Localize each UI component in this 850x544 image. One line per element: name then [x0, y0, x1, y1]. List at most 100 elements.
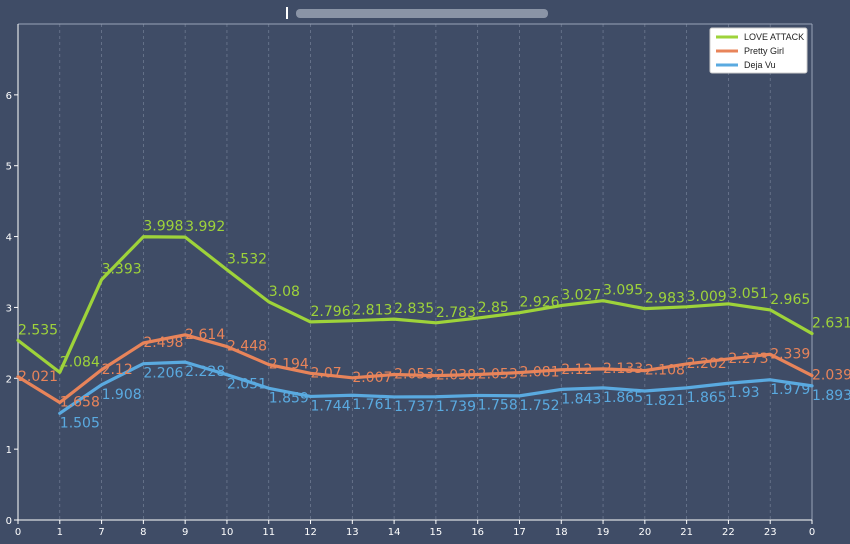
- x-tick-label: 10: [221, 527, 234, 538]
- y-tick-label: 1: [6, 445, 12, 456]
- series-line-love-attack: [16, 235, 814, 374]
- data-label: 2.206: [143, 366, 183, 382]
- data-label: 2.783: [436, 305, 476, 321]
- x-tick-label: 7: [98, 527, 104, 538]
- data-label: 1.758: [478, 397, 518, 413]
- data-label: 3.532: [227, 252, 267, 268]
- data-label: 1.761: [352, 397, 392, 413]
- legend-label: Deja Vu: [744, 60, 776, 70]
- data-label: 2.983: [645, 291, 685, 307]
- data-label: 1.843: [561, 391, 601, 407]
- data-label: 2.965: [770, 292, 810, 308]
- data-label: 2.796: [311, 304, 351, 320]
- x-tick-label: 1: [57, 527, 63, 538]
- data-label: 1.859: [269, 390, 309, 406]
- y-tick-label: 3: [6, 303, 12, 314]
- data-label: 2.631: [812, 316, 850, 332]
- data-label: 2.021: [18, 369, 58, 385]
- data-label: 2.498: [143, 335, 183, 351]
- y-tick-label: 6: [6, 91, 12, 102]
- data-label: 3.009: [687, 289, 727, 305]
- data-label: 2.926: [519, 295, 559, 311]
- y-tick-label: 2: [6, 374, 12, 385]
- legend-label: Pretty Girl: [744, 46, 784, 56]
- data-label: 2.85: [478, 300, 509, 316]
- data-label: 3.051: [728, 286, 768, 302]
- data-label: 1.821: [645, 393, 685, 409]
- data-label: 2.228: [185, 364, 225, 380]
- data-label: 3.992: [185, 219, 225, 235]
- series-lines: [16, 235, 814, 415]
- data-label: 1.908: [102, 387, 142, 403]
- data-label: 2.194: [269, 357, 309, 373]
- legend: LOVE ATTACK Pretty Girl Deja Vu: [709, 27, 808, 74]
- x-tick-label: 11: [262, 527, 275, 538]
- x-tick-label: 15: [430, 527, 443, 538]
- data-label: 3.027: [561, 288, 601, 304]
- data-label: 2.535: [18, 322, 58, 338]
- chart-title-obscured: [286, 7, 548, 19]
- data-label: 2.108: [645, 363, 685, 379]
- series-line-pretty-girl: [16, 333, 814, 405]
- data-label: 2.081: [519, 365, 559, 381]
- data-label: 2.12: [561, 362, 592, 378]
- title-blur-block: [296, 9, 548, 18]
- data-label: 1.979: [770, 382, 810, 398]
- data-label: 2.835: [394, 301, 434, 317]
- x-tick-label: 9: [182, 527, 188, 538]
- data-label: 3.08: [269, 284, 300, 300]
- data-label: 1.865: [603, 390, 643, 406]
- title-cursor-mark: [286, 7, 288, 19]
- x-tick-label: 13: [346, 527, 359, 538]
- x-tick-label: 19: [597, 527, 610, 538]
- data-label: 1.658: [60, 395, 100, 411]
- x-tick-label: 22: [722, 527, 735, 538]
- data-label: 1.752: [519, 398, 559, 414]
- x-tick-label: 16: [471, 527, 484, 538]
- data-label: 2.053: [478, 367, 518, 383]
- data-label: 3.998: [143, 219, 183, 235]
- data-label: 2.202: [687, 356, 727, 372]
- data-label: 1.505: [60, 415, 100, 431]
- data-label: 1.865: [687, 390, 727, 406]
- data-label: 2.12: [102, 362, 133, 378]
- y-tick-label: 0: [6, 516, 12, 527]
- data-label: 2.07: [311, 365, 342, 381]
- data-label: 2.051: [227, 377, 267, 393]
- x-tick-label: 0: [15, 527, 21, 538]
- data-label: 1.893: [812, 388, 850, 404]
- x-tick-label: 18: [555, 527, 568, 538]
- data-label: 2.339: [770, 346, 810, 362]
- data-label: 1.744: [311, 398, 351, 414]
- y-tick-label: 5: [6, 162, 12, 173]
- data-label: 1.739: [436, 399, 476, 415]
- legend-box: [709, 27, 808, 74]
- data-label: 2.007: [352, 370, 392, 386]
- x-tick-label: 12: [304, 527, 317, 538]
- data-label: 2.813: [352, 303, 392, 319]
- x-tick-label: 14: [388, 527, 401, 538]
- x-tick-label: 8: [140, 527, 146, 538]
- legend-label: LOVE ATTACK: [744, 32, 804, 42]
- data-label: 2.448: [227, 339, 267, 355]
- data-label: 1.93: [728, 385, 759, 401]
- x-tick-label: 23: [764, 527, 777, 538]
- data-label: 2.038: [436, 368, 476, 384]
- data-label: 2.133: [603, 361, 643, 377]
- data-label: 2.273: [728, 351, 768, 367]
- series-line-deja-vu: [58, 360, 814, 415]
- x-tick-label: 21: [680, 527, 693, 538]
- data-label: 2.614: [185, 327, 225, 343]
- data-label: 2.084: [60, 354, 100, 370]
- data-label: 3.095: [603, 283, 643, 299]
- data-label: 3.393: [102, 262, 142, 278]
- data-label: 2.053: [394, 367, 434, 383]
- x-tick-label: 20: [638, 527, 651, 538]
- x-tick-label: 0: [809, 527, 815, 538]
- x-tick-label: 17: [513, 527, 526, 538]
- grid-lines: [17, 24, 813, 520]
